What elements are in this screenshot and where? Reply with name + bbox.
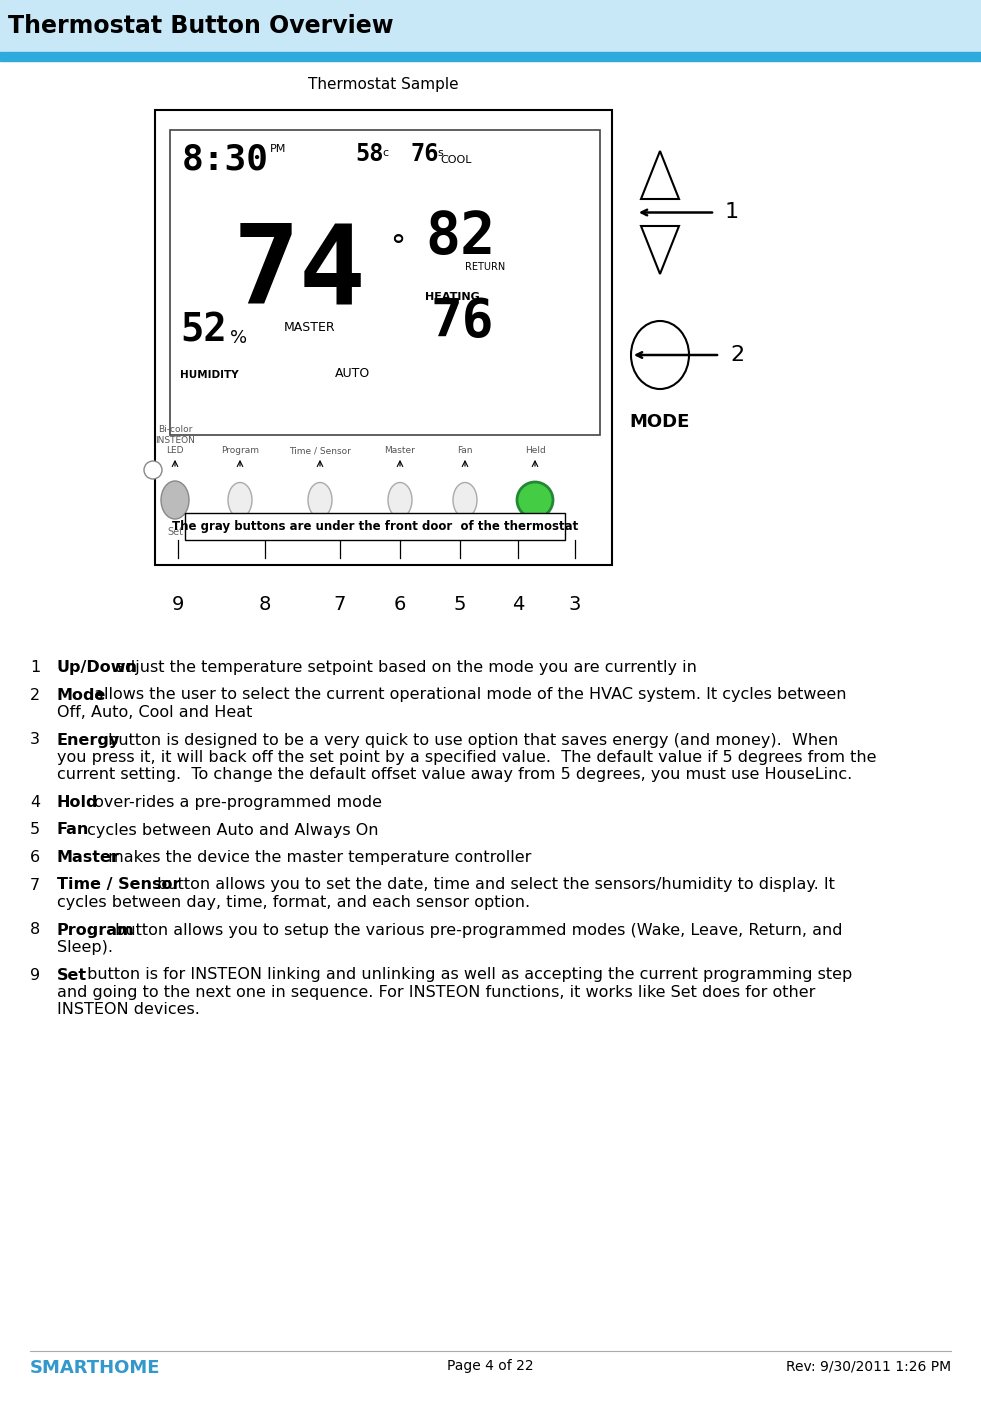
Text: makes the device the master temperature controller: makes the device the master temperature …: [103, 851, 532, 865]
Text: you press it, it will back off the set point by a specified value.  The default : you press it, it will back off the set p…: [57, 749, 876, 765]
Text: Fan: Fan: [57, 823, 89, 838]
Text: over-rides a pre-programmed mode: over-rides a pre-programmed mode: [89, 794, 382, 810]
Text: Off, Auto, Cool and Heat: Off, Auto, Cool and Heat: [57, 704, 252, 720]
Text: Up/Down: Up/Down: [57, 659, 138, 675]
Text: 76: 76: [430, 297, 493, 349]
Text: Program: Program: [221, 446, 259, 456]
Text: Sleep).: Sleep).: [57, 941, 113, 955]
Text: cycles between Auto and Always On: cycles between Auto and Always On: [82, 823, 379, 838]
Text: button is for INSTEON linking and unlinking as well as accepting the current pro: button is for INSTEON linking and unlink…: [82, 967, 852, 983]
Text: The gray buttons are under the front door  of the thermostat: The gray buttons are under the front doo…: [172, 520, 578, 533]
Text: Master: Master: [385, 446, 415, 456]
Text: 5: 5: [30, 823, 40, 838]
Text: 4: 4: [512, 595, 524, 614]
Text: current setting.  To change the default offset value away from 5 degrees, you mu: current setting. To change the default o…: [57, 768, 852, 783]
Text: Hold: Hold: [57, 794, 98, 810]
Text: MODE: MODE: [630, 413, 691, 432]
Ellipse shape: [308, 482, 332, 517]
Text: RETURN: RETURN: [465, 263, 505, 273]
Text: adjust the temperature setpoint based on the mode you are currently in: adjust the temperature setpoint based on…: [110, 659, 697, 675]
Text: 82: 82: [425, 209, 495, 266]
Text: AUTO: AUTO: [335, 367, 370, 380]
Text: Thermostat Sample: Thermostat Sample: [308, 77, 459, 91]
Text: 5: 5: [454, 595, 466, 614]
Text: PM: PM: [270, 143, 286, 155]
Text: COOL: COOL: [440, 155, 472, 165]
Text: HUMIDITY: HUMIDITY: [180, 370, 238, 380]
Text: HEATING: HEATING: [425, 292, 480, 302]
Text: Page 4 of 22: Page 4 of 22: [447, 1360, 534, 1374]
Text: 8:30: 8:30: [182, 142, 269, 176]
Text: button is designed to be a very quick to use option that saves energy (and money: button is designed to be a very quick to…: [103, 733, 838, 748]
Text: and going to the next one in sequence. For INSTEON functions, it works like Set : and going to the next one in sequence. F…: [57, 986, 815, 1000]
Polygon shape: [641, 150, 679, 200]
Text: 6: 6: [393, 595, 406, 614]
Text: Bi-color
INSTEON
LED: Bi-color INSTEON LED: [155, 425, 195, 456]
Text: button allows you to setup the various pre-programmed modes (Wake, Leave, Return: button allows you to setup the various p…: [110, 922, 843, 938]
Text: Time / Sensor: Time / Sensor: [289, 446, 351, 456]
Text: 52: 52: [180, 312, 227, 350]
Text: 2: 2: [30, 688, 40, 703]
Circle shape: [144, 461, 162, 479]
Polygon shape: [641, 226, 679, 274]
Text: Thermostat Button Overview: Thermostat Button Overview: [8, 14, 393, 38]
Text: 74: 74: [233, 219, 367, 326]
Bar: [0, 52, 981, 60]
Text: 1: 1: [725, 202, 739, 222]
Text: Rev: 9/30/2011 1:26 PM: Rev: 9/30/2011 1:26 PM: [786, 1360, 951, 1374]
Text: 3: 3: [30, 733, 40, 748]
Text: allows the user to select the current operational mode of the HVAC system. It cy: allows the user to select the current op…: [89, 688, 847, 703]
Circle shape: [517, 482, 553, 517]
Text: 3: 3: [569, 595, 581, 614]
Ellipse shape: [453, 482, 477, 517]
Text: Held: Held: [525, 446, 545, 456]
Text: 7: 7: [30, 877, 40, 893]
Text: Program: Program: [57, 922, 134, 938]
Text: MASTER: MASTER: [284, 321, 336, 335]
Ellipse shape: [631, 321, 689, 389]
Text: cycles between day, time, format, and each sensor option.: cycles between day, time, format, and ea…: [57, 896, 530, 910]
Text: %: %: [230, 329, 247, 347]
Text: 8: 8: [30, 922, 40, 938]
Text: 9: 9: [172, 595, 184, 614]
Text: °: °: [390, 233, 405, 262]
Bar: [170, 129, 600, 434]
Text: Time / Sensor: Time / Sensor: [57, 877, 181, 893]
Ellipse shape: [161, 481, 189, 519]
Text: c: c: [382, 148, 388, 157]
Text: 76: 76: [410, 142, 439, 166]
Text: button allows you to set the date, time and select the sensors/humidity to displ: button allows you to set the date, time …: [152, 877, 835, 893]
Ellipse shape: [388, 482, 412, 517]
Text: 8: 8: [259, 595, 271, 614]
Text: Set: Set: [57, 967, 87, 983]
Text: Fan: Fan: [457, 446, 473, 456]
Text: 2: 2: [730, 344, 745, 366]
Bar: [155, 110, 612, 565]
Text: 9: 9: [30, 967, 40, 983]
Text: 58: 58: [355, 142, 384, 166]
Text: INSTEON devices.: INSTEON devices.: [57, 1002, 200, 1018]
Text: 6: 6: [30, 851, 40, 865]
Text: s: s: [437, 148, 442, 157]
Text: 7: 7: [334, 595, 346, 614]
Text: Master: Master: [57, 851, 120, 865]
Text: SMARTHOME: SMARTHOME: [30, 1360, 161, 1376]
Text: 1: 1: [30, 659, 40, 675]
Text: Set: Set: [167, 527, 183, 537]
Text: Energy: Energy: [57, 733, 121, 748]
Ellipse shape: [228, 482, 252, 517]
Text: 4: 4: [30, 794, 40, 810]
Bar: [0, 0, 981, 52]
Text: Mode: Mode: [57, 688, 106, 703]
Bar: [185, 513, 565, 540]
